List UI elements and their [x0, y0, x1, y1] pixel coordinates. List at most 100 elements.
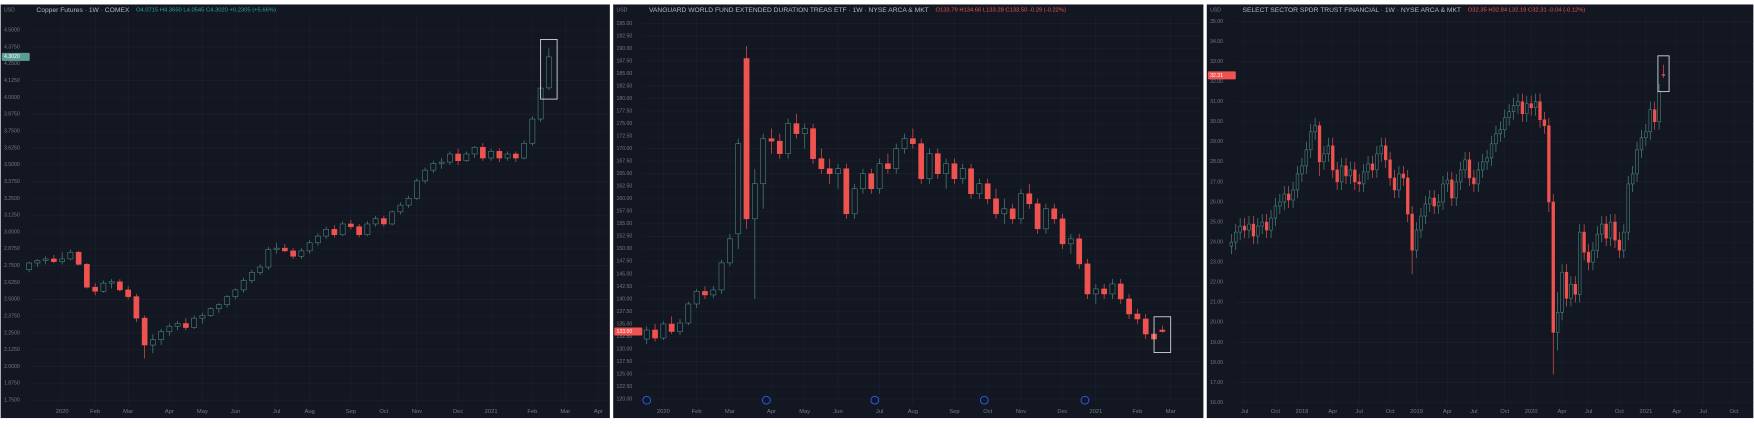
event-marker[interactable] [870, 395, 880, 405]
candle-body [249, 272, 255, 281]
candle-body [1617, 239, 1622, 251]
price-tag-label: 133.50 [617, 329, 633, 335]
candle-body [1304, 149, 1308, 167]
highlight-box [1657, 55, 1670, 93]
candle-body [743, 58, 750, 220]
price-tag-label: 32.31 [1210, 73, 1223, 79]
candle-body [1348, 169, 1353, 177]
candle-body [710, 289, 717, 296]
y-tick-label: 2.6250 [4, 280, 20, 286]
y-tick-label: 2.1250 [4, 347, 20, 353]
candle-body [793, 123, 800, 134]
x-tick-label: Jun [833, 409, 842, 415]
x-tick-label: 2020 [1525, 409, 1538, 415]
x-tick-label: 2020 [657, 409, 670, 415]
candle-body [1454, 181, 1458, 199]
candle-body [893, 148, 900, 169]
candle-body [1366, 163, 1370, 173]
candle-body [1282, 193, 1286, 203]
candle-body [843, 168, 850, 215]
y-tick-label: 122.50 [617, 384, 633, 390]
candle-body [943, 163, 949, 174]
price-tag [1207, 71, 1236, 80]
candle-body [488, 151, 494, 159]
candle-body [273, 247, 280, 250]
dividend-markers [642, 395, 1090, 405]
candle-body [1595, 233, 1599, 251]
y-tick-label: 1.7500 [4, 398, 20, 404]
candle-body [1503, 117, 1507, 131]
candle-body [1051, 208, 1058, 220]
x-tick-label: Sep [346, 409, 356, 415]
x-tick-label: Aug [304, 409, 314, 415]
candle-body [976, 183, 983, 195]
candle-body [42, 258, 49, 261]
currency-label: USD [1210, 7, 1221, 13]
candle-body [1406, 177, 1410, 215]
x-tick-label: Jul [1585, 409, 1592, 415]
candle-body [364, 223, 371, 236]
candle-body [1229, 241, 1233, 247]
x-tick-label: Nov [1016, 409, 1026, 415]
candle-body [1018, 193, 1024, 220]
y-tick-label: 185.00 [617, 71, 633, 77]
candle-body [1560, 271, 1564, 313]
candle-body [166, 325, 173, 332]
candle-body [868, 173, 875, 190]
candle-body [693, 291, 700, 305]
candle-body [1410, 213, 1414, 251]
y-tick-label: 187.50 [617, 58, 633, 64]
y-tick-label: 18.00 [1210, 360, 1223, 366]
candle-body [1507, 111, 1511, 119]
event-marker[interactable] [642, 395, 652, 405]
candle-body [1134, 313, 1141, 320]
candle-body [513, 153, 519, 159]
candle-body [67, 251, 74, 260]
candle-body [504, 153, 511, 159]
candle-body [1520, 101, 1525, 115]
y-tick-label: 152.50 [617, 234, 633, 240]
candle-body [1542, 119, 1547, 127]
candle-body [668, 323, 675, 332]
candle-body [1397, 173, 1401, 191]
candle-body [1569, 283, 1573, 299]
event-marker[interactable] [1080, 395, 1090, 405]
candle-body [290, 250, 296, 257]
candle-body [1573, 283, 1577, 295]
candle-body [1551, 201, 1555, 333]
event-marker[interactable] [979, 395, 989, 405]
y-tick-label: 180.00 [617, 96, 633, 102]
candle-body [1375, 153, 1379, 171]
candle-body [265, 249, 272, 268]
candle-body [1273, 205, 1278, 219]
x-tick-label: Jul [1356, 409, 1363, 415]
candle-body [910, 138, 916, 144]
y-tick-label: 21.00 [1210, 300, 1223, 306]
candle-body [471, 146, 478, 155]
candle-body [117, 281, 123, 291]
y-tick-label: 125.00 [617, 371, 633, 377]
y-tick-label: 127.50 [617, 359, 633, 365]
candle-body [1635, 149, 1639, 175]
candle-body [926, 153, 933, 180]
candle-body [1251, 223, 1256, 237]
candle-body [1467, 159, 1472, 179]
y-tick-label: 4.0000 [4, 95, 20, 101]
y-tick-label: 182.50 [617, 83, 633, 89]
candle-body [1653, 109, 1657, 123]
y-tick-label: 175.00 [617, 121, 633, 127]
y-tick-label: 190.00 [617, 46, 633, 52]
candle-body [1117, 283, 1124, 300]
candle-body [1489, 143, 1494, 159]
y-tick-label: 2.3750 [4, 313, 20, 319]
candle-body [323, 229, 329, 237]
x-tick-label: Apr [594, 409, 603, 415]
candle-body [1159, 329, 1166, 332]
y-tick-label: 2.2500 [4, 330, 20, 336]
y-tick-label: 17.00 [1210, 380, 1223, 386]
event-marker[interactable] [761, 395, 771, 405]
candle-body [455, 153, 461, 162]
candle-body [405, 198, 412, 206]
x-tick-label: Feb [90, 409, 100, 415]
